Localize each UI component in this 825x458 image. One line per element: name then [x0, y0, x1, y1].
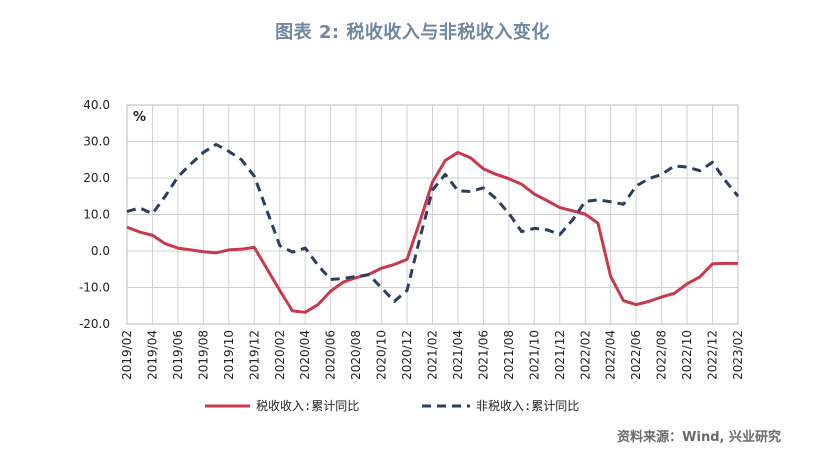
- x-tick-label: 2021/10: [527, 330, 541, 380]
- x-tick-label: 2019/12: [247, 330, 261, 380]
- x-tick-label: 2022/04: [604, 330, 618, 380]
- x-tick-label: 2019/04: [145, 330, 159, 380]
- x-tick-label: 2021/06: [476, 330, 490, 380]
- x-tick-label: 2021/02: [426, 330, 440, 380]
- source-note: 资料来源：Wind, 兴业研究: [617, 430, 781, 445]
- legend: 税收收入:累计同比 非税收入:累计同比: [205, 399, 579, 413]
- x-tick-label: 2021/12: [553, 330, 567, 380]
- x-tick-label: 2020/04: [298, 330, 312, 380]
- x-tick-label: 2019/08: [196, 330, 210, 380]
- x-tick-label: 2020/06: [324, 330, 338, 380]
- y-tick-label: -10.0: [79, 281, 110, 295]
- y-tick-label: 40.0: [83, 98, 110, 112]
- series-line-1: [126, 150, 738, 314]
- x-tick-label: 2019/02: [120, 330, 134, 380]
- x-tick-label: 2022/02: [578, 330, 592, 380]
- x-tick-label: 2022/12: [706, 330, 720, 380]
- x-tick-label: 2020/08: [349, 330, 363, 380]
- x-tick-label: 2019/06: [171, 330, 185, 380]
- chart-title: 图表 2: 税收收入与非税收入变化: [275, 22, 550, 43]
- x-tick-label: 2020/10: [375, 330, 389, 380]
- series-line-2: [126, 142, 740, 303]
- y-tick-label: -20.0: [79, 317, 110, 331]
- x-tick-label: 2020/12: [400, 330, 414, 380]
- x-tick-label: 2021/04: [451, 330, 465, 380]
- x-tick-label: 2023/02: [731, 330, 745, 380]
- x-tick-label: 2022/06: [629, 330, 643, 380]
- x-tick-label: 2020/02: [273, 330, 287, 380]
- x-tick-label: 2022/08: [655, 330, 669, 380]
- legend-label-series1: 税收收入:累计同比: [256, 399, 359, 413]
- plot-frame: [126, 104, 739, 325]
- y-tick-label: 0.0: [91, 244, 110, 258]
- gridlines: [126, 104, 739, 325]
- axes: 2019/02 2019/04 2019/06 2019/08 2019/10 2019/…: [79, 98, 745, 380]
- series-lines: [126, 142, 740, 314]
- x-tick-label: 2022/10: [680, 330, 694, 380]
- y-axis-unit-label: %: [133, 110, 146, 125]
- legend-label-series2: 非税收入:累计同比: [476, 399, 579, 413]
- x-tick-label: 2019/10: [222, 330, 236, 380]
- y-tick-label: 20.0: [83, 171, 110, 185]
- x-tick-label: 2021/08: [502, 330, 516, 380]
- y-tick-label: 30.0: [83, 135, 110, 149]
- y-tick-label: 10.0: [83, 208, 110, 222]
